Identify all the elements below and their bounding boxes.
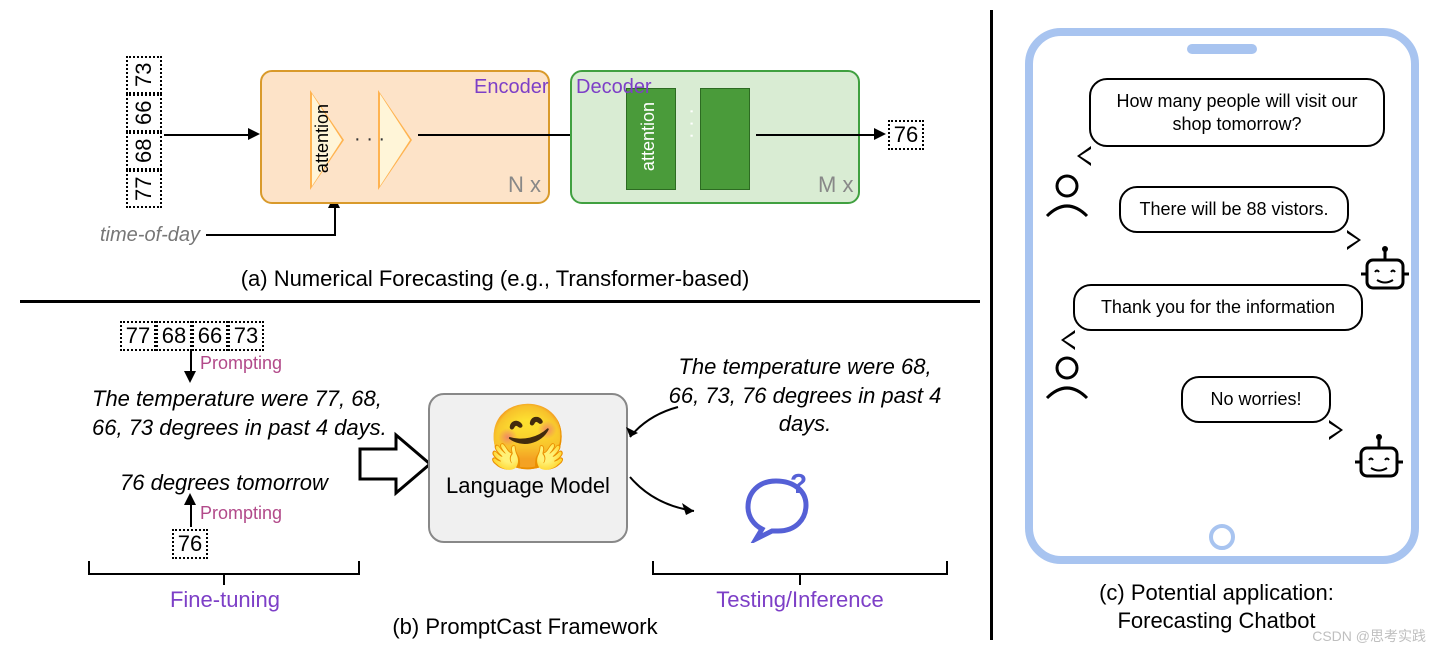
bot-avatar-icon-2 bbox=[1351, 432, 1407, 488]
right-panel: How many people will visit our shop tomo… bbox=[993, 0, 1440, 652]
language-model-label: Language Model bbox=[430, 473, 626, 499]
b-input-2: 66 bbox=[192, 321, 228, 351]
phone-frame: How many people will visit our shop tomo… bbox=[1025, 28, 1419, 564]
prompting-label-2: Prompting bbox=[200, 503, 282, 524]
decoder-attention-label: attention bbox=[638, 102, 659, 171]
huggingface-icon: 🤗 bbox=[430, 405, 626, 469]
chat-bubble-bot-1: There will be 88 vistors. bbox=[1119, 186, 1349, 233]
phone-speaker-icon bbox=[1187, 44, 1257, 54]
train-input-text: The temperature were 77, 68, 66, 73 degr… bbox=[92, 385, 402, 442]
encoder-attention-label: attention bbox=[312, 104, 333, 173]
user-avatar-icon bbox=[1039, 166, 1095, 222]
svg-text:?: ? bbox=[790, 473, 807, 499]
user-avatar-icon-2 bbox=[1039, 348, 1095, 404]
train-output-text: 76 degrees tomorrow bbox=[120, 469, 380, 498]
big-arrow-icon bbox=[358, 431, 434, 497]
decoder-label: Decoder bbox=[576, 76, 652, 99]
chat-bubble-user-2: Thank you for the information bbox=[1073, 284, 1363, 331]
b-input-0: 77 bbox=[120, 321, 156, 351]
train-output-value: 76 bbox=[172, 529, 208, 559]
figure-container: 73 66 68 77 time-of-day attention · · · … bbox=[0, 0, 1440, 652]
input-cell-0: 73 bbox=[126, 56, 162, 94]
test-input-text: The temperature were 68, 66, 73, 76 degr… bbox=[665, 353, 945, 439]
b-input-3: 73 bbox=[228, 321, 264, 351]
fine-tuning-label: Fine-tuning bbox=[130, 587, 320, 613]
arrow-out-icon bbox=[624, 471, 704, 521]
bot-avatar-icon bbox=[1357, 244, 1413, 300]
chat-bubble-bot-2: No worries! bbox=[1181, 376, 1331, 423]
input-cell-1: 66 bbox=[126, 94, 162, 132]
testing-label: Testing/Inference bbox=[700, 587, 900, 613]
caption-a: (a) Numerical Forecasting (e.g., Transfo… bbox=[0, 266, 990, 292]
caption-b: (b) PromptCast Framework bbox=[0, 614, 990, 640]
watermark-text: CSDN @思考实践 bbox=[1312, 626, 1426, 646]
language-model-box: 🤗 Language Model bbox=[428, 393, 628, 543]
question-bubble-icon: ? bbox=[740, 473, 814, 543]
left-panel: 73 66 68 77 time-of-day attention · · · … bbox=[0, 0, 990, 652]
prompting-label-1: Prompting bbox=[200, 353, 282, 374]
section-b: 77 68 66 73 Prompting The temperature we… bbox=[0, 303, 990, 652]
caption-c-line2: Forecasting Chatbot bbox=[1117, 608, 1315, 633]
caption-c-line1: (c) Potential application: bbox=[1099, 580, 1334, 605]
input-cell-3: 77 bbox=[126, 170, 162, 208]
decoder-repeat-label: M x bbox=[818, 172, 853, 198]
encoder-repeat-label: N x bbox=[508, 172, 541, 198]
encoder-label: Encoder bbox=[474, 76, 549, 99]
section-a: 73 66 68 77 time-of-day attention · · · … bbox=[0, 0, 990, 300]
phone-home-icon bbox=[1209, 524, 1235, 550]
b-input-1: 68 bbox=[156, 321, 192, 351]
time-of-day-label: time-of-day bbox=[100, 224, 200, 247]
output-cell: 76 bbox=[888, 120, 924, 150]
input-cell-2: 68 bbox=[126, 132, 162, 170]
chat-bubble-user-1: How many people will visit our shop tomo… bbox=[1089, 78, 1385, 147]
